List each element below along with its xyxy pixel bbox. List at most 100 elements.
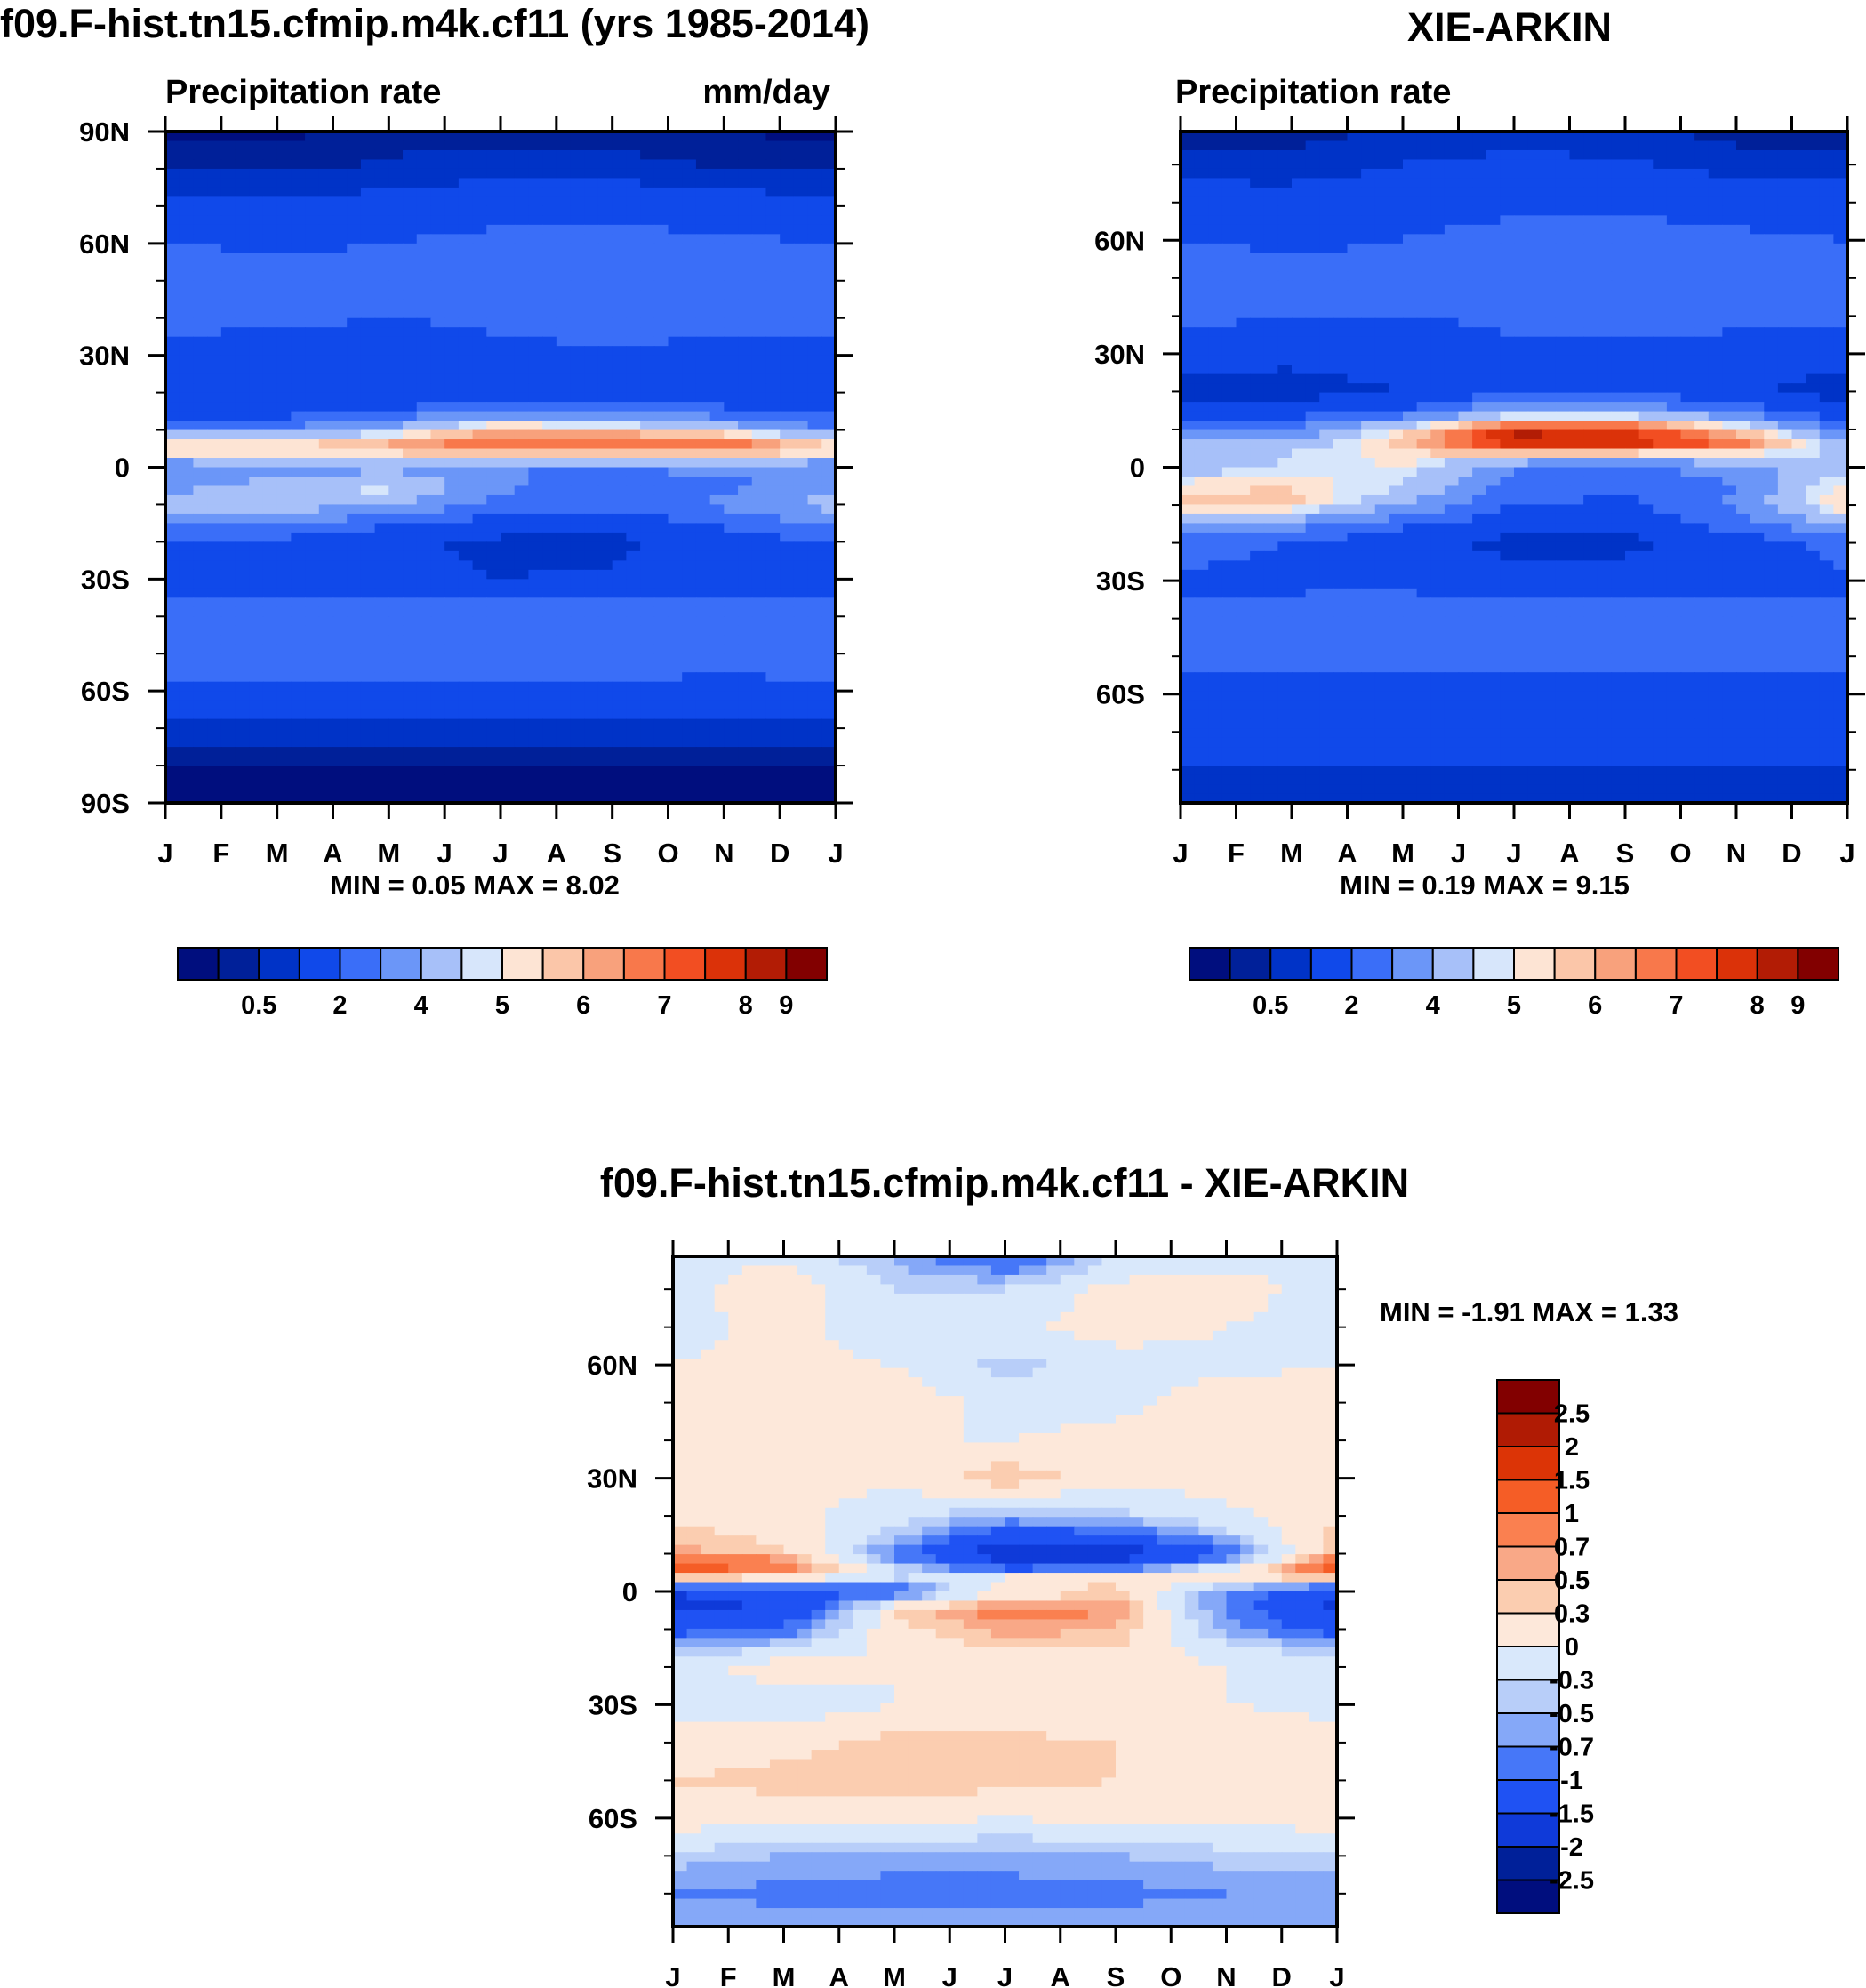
model-field-cell (597, 149, 613, 161)
model-field-cell (332, 373, 348, 384)
obs-field-cell (1611, 365, 1626, 375)
obs-field-cell (1708, 336, 1724, 347)
model-field-cell (430, 737, 445, 748)
model-field-cell (249, 485, 264, 496)
obs-field-cell (1722, 196, 1737, 207)
obs-field-cell (1514, 178, 1529, 188)
model-field-cell (556, 159, 572, 170)
model-field-cell (668, 168, 683, 180)
obs-field-cell (1555, 243, 1571, 254)
model-field-cell (682, 196, 697, 207)
obs-field-cell (1542, 261, 1557, 272)
model-y-tick-label: 60N (79, 228, 130, 260)
model-field-cell (668, 616, 683, 627)
model-field-cell (695, 317, 711, 328)
obs-field-cell (1680, 290, 1695, 301)
model-field-cell (458, 728, 474, 739)
model-field-cell (514, 271, 530, 282)
obs-field-cell (1361, 224, 1376, 236)
model-field-cell (584, 355, 599, 365)
obs-field-cell (1472, 168, 1487, 180)
obs-field-cell (1764, 187, 1779, 198)
obs-field-cell (1806, 215, 1821, 226)
model-field-cell (501, 215, 516, 226)
model-field-cell (528, 205, 543, 217)
obs-field-cell (1625, 253, 1640, 263)
model-field-cell (556, 149, 572, 161)
model-field-cell (262, 196, 278, 207)
model-field-cell (179, 309, 195, 319)
model-field-cell (165, 662, 180, 673)
model-field-cell (626, 411, 641, 421)
model-field-cell (501, 336, 516, 347)
model-field-cell (193, 373, 208, 384)
model-field-cell (542, 168, 557, 180)
model-field-cell (542, 215, 557, 226)
model-field-cell (695, 383, 711, 394)
model-field-cell (249, 421, 264, 431)
obs-field-cell (1569, 149, 1584, 161)
obs-field-cell (1250, 132, 1265, 142)
model-field-cell (612, 149, 628, 161)
model-field-cell (556, 541, 572, 552)
model-field-cell (318, 504, 334, 515)
obs-field-cell (1708, 243, 1724, 254)
model-field-cell (374, 793, 390, 804)
obs-field-cell (1806, 346, 1821, 357)
obs-field-cell (1514, 132, 1529, 142)
obs-field-cell (1514, 224, 1529, 236)
model-field-cell (668, 448, 683, 459)
model-field-cell (305, 402, 320, 413)
obs-field-cell (1221, 149, 1237, 161)
model-field-cell (416, 448, 432, 459)
model-field-cell (374, 691, 390, 701)
obs-field-cell (1569, 234, 1584, 244)
model-field-cell (597, 644, 613, 654)
model-field-cell (724, 215, 739, 226)
model-field-cell (682, 429, 697, 440)
model-field-cell (626, 271, 641, 282)
obs-field-cell (1486, 261, 1502, 272)
model-field-cell (458, 569, 474, 581)
obs-field-cell (1292, 224, 1307, 236)
model-field-cell (612, 467, 628, 477)
model-field-cell (207, 290, 222, 301)
model-field-cell (528, 644, 543, 654)
model-field-cell (570, 766, 585, 776)
model-field-cell (374, 421, 390, 431)
obs-field-cell (1555, 355, 1571, 365)
obs-field-cell (1597, 253, 1613, 263)
model-field-cell (821, 224, 837, 236)
obs-field-cell (1542, 290, 1557, 301)
obs-field-cell (1597, 327, 1613, 338)
model-field-cell (738, 476, 753, 487)
obs-field-cell (1430, 299, 1446, 309)
model-field-cell (220, 411, 236, 421)
model-field-cell (570, 709, 585, 720)
model-field-cell (597, 737, 613, 748)
obs-field-cell (1750, 373, 1765, 384)
model-field-cell (444, 728, 460, 739)
model-field-cell (570, 355, 585, 365)
model-field-cell (528, 392, 543, 403)
model-field-cell (765, 290, 781, 301)
obs-field-cell (1597, 355, 1613, 365)
model-field-cell (570, 541, 585, 552)
obs-field-cell (1569, 205, 1584, 217)
model-field-cell (765, 224, 781, 236)
obs-field-cell (1458, 140, 1473, 151)
model-field-cell (193, 606, 208, 617)
model-field-cell (347, 672, 362, 683)
obs-field-cell (1347, 271, 1362, 282)
model-field-cell (626, 215, 641, 226)
model-field-cell (235, 616, 250, 627)
model-field-cell (262, 793, 278, 804)
model-field-cell (501, 653, 516, 664)
model-field-cell (821, 205, 837, 217)
model-field-cell (276, 532, 292, 543)
obs-field-cell (1389, 392, 1404, 403)
model-field-cell (235, 700, 250, 710)
model-field-cell (821, 774, 837, 785)
model-field-cell (612, 513, 628, 525)
obs-field-cell (1389, 290, 1404, 301)
